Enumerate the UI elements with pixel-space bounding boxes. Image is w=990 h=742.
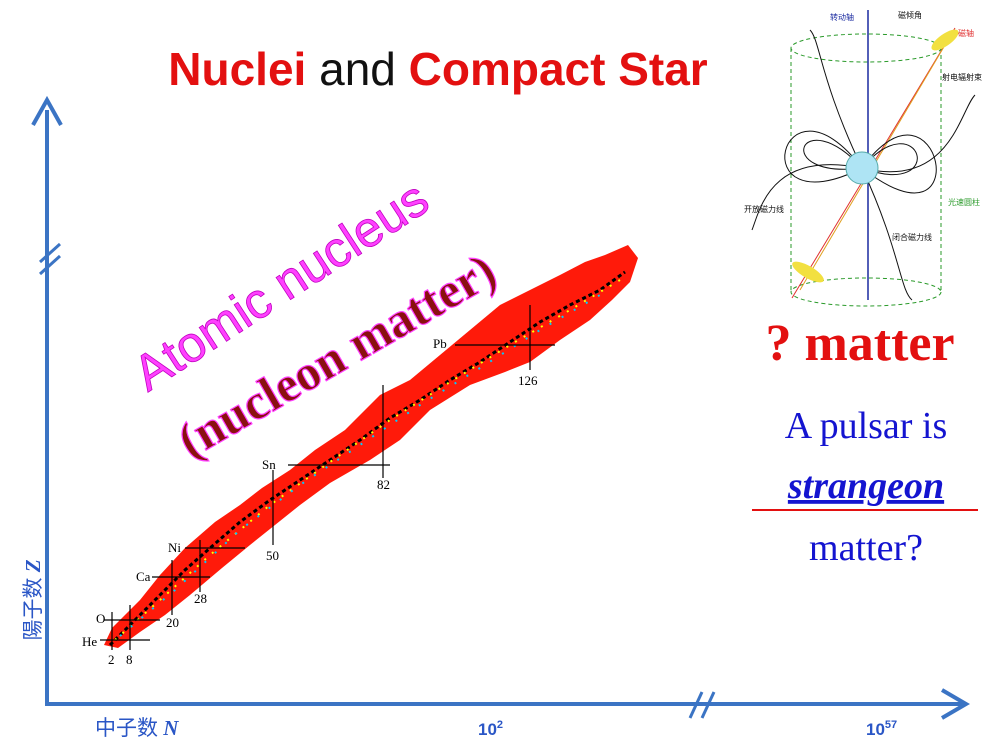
magic-number: 8 (126, 652, 133, 667)
title-part: Nuclei (168, 43, 306, 95)
diagram-label: 转动轴 (830, 12, 854, 22)
title-part: and (319, 43, 396, 95)
pulsar-diagram (752, 10, 975, 306)
pulsar-question: A pulsar is (785, 405, 948, 447)
element-label: Pb (433, 336, 447, 351)
diagram-label: 磁轴 (958, 28, 974, 38)
x-tick: 1057 (866, 719, 897, 739)
strangeon: strangeon (787, 465, 944, 507)
diagram-label: 闭合磁力线 (892, 232, 932, 242)
element-label: Sn (262, 457, 276, 472)
slide: Nuclei and Compact Star 陽子数 Z 中子数 N 102 … (0, 0, 990, 742)
diagram-label: 射电辐射束 (942, 72, 982, 82)
x-tick-base: 10 (478, 720, 497, 739)
magic-number: 20 (166, 615, 179, 630)
y-axis-label: 陽子数 Z (21, 559, 45, 640)
x-tick-exp: 57 (885, 719, 897, 731)
magic-number: 50 (266, 548, 279, 563)
x-label-symbol: N (162, 716, 179, 740)
x-tick-exp: 2 (497, 719, 503, 731)
title: Nuclei and Compact Star (168, 43, 708, 95)
element-label: He (82, 634, 97, 649)
y-label-text: 陽子数 (22, 578, 45, 641)
x-label-text: 中子数 (95, 717, 158, 740)
magic-number: 82 (377, 477, 390, 492)
magic-number: 126 (518, 373, 538, 388)
magic-number: 2 (108, 652, 115, 667)
magic-number: 28 (194, 591, 207, 606)
diagram-label: 光速圆柱 (948, 197, 980, 207)
element-label: Ni (168, 540, 181, 555)
element-label: Ca (136, 569, 151, 584)
title-part: Compact Star (409, 43, 708, 95)
element-label: O (96, 611, 105, 626)
matter-heading: ? matter (765, 315, 954, 372)
y-label-symbol: Z (21, 559, 45, 573)
x-tick: 102 (478, 719, 503, 739)
pulsar-question: matter? (809, 527, 923, 569)
x-tick-base: 10 (866, 720, 885, 739)
x-axis-label: 中子数 N (95, 716, 179, 740)
diagram-label: 开放磁力线 (744, 204, 784, 214)
diagram-label: 磁倾角 (898, 10, 922, 20)
